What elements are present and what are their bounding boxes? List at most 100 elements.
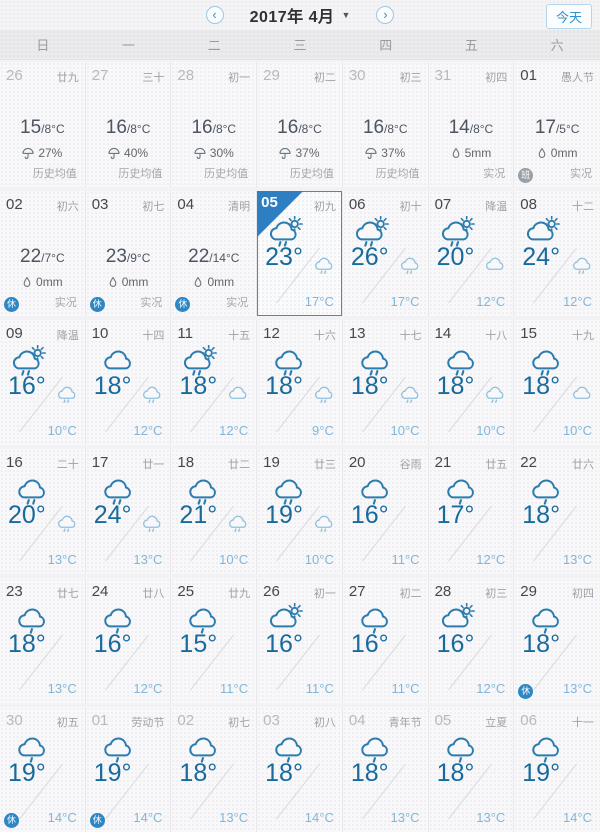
day-temp: 19°	[8, 759, 46, 787]
night-temp: 12°C	[219, 423, 249, 438]
next-month-button[interactable]: ›	[376, 6, 395, 24]
rain-icon	[103, 608, 131, 634]
calendar-cell[interactable]: 08 十二 24° 12°C	[514, 191, 600, 316]
lunar-label: 青年节	[388, 717, 422, 729]
calendar-cell[interactable]: 28 初三 16° 12°C	[428, 578, 515, 703]
calendar-cell[interactable]: 24 廿八 16° 12°C	[85, 578, 172, 703]
lunar-label: 十七	[399, 330, 422, 342]
calendar-cell[interactable]: 10 十四 18° 12°C	[85, 320, 172, 445]
calendar-cell[interactable]: 19 廿三 19° 10°C	[257, 449, 343, 574]
calendar-cell[interactable]: 01 劳动节 19° 14°C 休	[85, 707, 172, 832]
calendar-cell[interactable]: 11 十五 18° 12°C	[171, 320, 258, 445]
calendar-cell[interactable]: 20 谷雨 16° 11°C	[342, 449, 429, 574]
day-number: 19	[263, 454, 280, 471]
calendar-cell[interactable]: 02 初七 18° 13°C	[171, 707, 258, 832]
lunar-label: 廿八	[142, 588, 165, 600]
day-temp: 16°	[265, 630, 303, 658]
calendar-cell[interactable]: 29 初二 16/8°C 37% 历史均值	[257, 62, 343, 187]
calendar-cell[interactable]: 26 廿九 15/8°C 27% 历史均值	[0, 62, 86, 187]
umbrella-icon	[365, 147, 377, 159]
calendar-cell[interactable]: 06 十一 19° 14°C	[514, 707, 600, 832]
day-temp: 16°	[93, 630, 132, 658]
calendar-cell[interactable]: 12 十六 18° 9°C	[257, 320, 343, 445]
high-temp: 23	[105, 246, 127, 267]
calendar-cell[interactable]: 18 廿二 21° 10°C	[171, 449, 258, 574]
calendar-cell[interactable]: 04 青年节 18° 13°C	[342, 707, 429, 832]
night-temp: 11°C	[391, 681, 420, 696]
low-temp: /8°C	[126, 122, 151, 136]
month-year-selector[interactable]: 2017年 4月 ▼	[250, 3, 351, 27]
calendar-cell[interactable]: 02 初六 22/7°C 0mm 实况 休	[0, 191, 86, 316]
precip-info: 40%	[86, 146, 171, 160]
calendar-cell[interactable]: 17 廿一 24° 13°C	[85, 449, 172, 574]
lunar-label: 廿七	[56, 588, 79, 600]
lunar-label: 初八	[313, 717, 336, 729]
calendar-cell[interactable]: 31 初四 14/8°C 5mm 实况	[428, 62, 515, 187]
cloud-icon	[103, 350, 131, 370]
calendar-cell[interactable]: 04 清明 22/14°C 0mm 实况 休	[171, 191, 258, 316]
calendar-cell[interactable]: 03 初七 23/9°C 0mm 实况 休	[85, 191, 172, 316]
calendar-cell[interactable]: 28 初一 16/8°C 30% 历史均值	[171, 62, 258, 187]
calendar-cell[interactable]: 16 二十 20° 13°C	[0, 449, 86, 574]
cloud-rain-icon	[275, 479, 303, 505]
raindrop-icon	[195, 276, 202, 287]
lunar-label: 廿九	[228, 588, 251, 600]
day-number: 25	[177, 583, 195, 600]
lunar-label: 十二	[572, 201, 594, 213]
day-number: 12	[263, 325, 280, 342]
calendar-cell[interactable]: 26 初一 16° 11°C	[257, 578, 343, 703]
umbrella-icon	[22, 147, 34, 159]
night-temp: 11°C	[220, 681, 249, 696]
night-temp: 13°C	[133, 552, 163, 567]
lunar-label: 初一	[228, 72, 251, 84]
sun-cloud-icon	[270, 603, 304, 628]
night-temp: 12°C	[133, 681, 163, 696]
calendar-cell[interactable]: 30 初三 16/8°C 37% 历史均值	[342, 62, 429, 187]
calendar-cell[interactable]: 15 十九 18° 10°C	[514, 320, 600, 445]
calendar-cell[interactable]: 14 十八 18° 10°C	[428, 320, 515, 445]
day-temp: 18°	[350, 759, 389, 787]
day-temp: 24°	[522, 243, 561, 271]
calendar-cell[interactable]: 05 初九 23° 17°C	[257, 191, 343, 316]
day-temp: 26°	[350, 243, 389, 271]
calendar-cell[interactable]: 01 愚人节 17/5°C 0mm 实况 班	[514, 62, 600, 187]
calendar-cell[interactable]: 09 降温 16° 10°C	[0, 320, 86, 445]
day-temp: 18°	[522, 501, 561, 529]
precip-info: 27%	[0, 146, 85, 160]
calendar-cell[interactable]: 27 初二 16° 11°C	[342, 578, 429, 703]
day-temp: 18°	[350, 372, 389, 400]
calendar-cell[interactable]: 05 立夏 18° 13°C	[428, 707, 515, 832]
day-number: 29	[520, 583, 537, 600]
cloud-rain-icon	[400, 257, 418, 275]
weekday-label: 一	[122, 38, 136, 53]
calendar-cell[interactable]: 22 廿六 18° 13°C	[514, 449, 600, 574]
night-temp: 14°C	[304, 810, 334, 825]
night-temp: 10°C	[390, 423, 420, 438]
today-button[interactable]: 今天	[545, 4, 592, 29]
night-temp: 13°C	[390, 810, 420, 825]
calendar-cell[interactable]: 13 十七 18° 10°C	[342, 320, 429, 445]
calendar-cell[interactable]: 27 三十 16/8°C 40% 历史均值	[85, 62, 172, 187]
holiday-rest-badge: 休	[518, 684, 534, 699]
prev-month-button[interactable]: ‹	[205, 6, 224, 24]
calendar-cell[interactable]: 30 初五 19° 14°C 休	[0, 707, 86, 832]
lunar-label: 初七	[228, 717, 251, 729]
cloud-rain-icon	[314, 386, 333, 404]
night-temp: 10°C	[304, 552, 334, 567]
calendar-cell[interactable]: 07 降温 20° 12°C	[428, 191, 515, 316]
calendar-cell[interactable]: 03 初八 18° 14°C	[257, 707, 343, 832]
cloud-rain-icon	[103, 479, 131, 505]
calendar-cell[interactable]: 21 廿五 17° 12°C	[428, 449, 515, 574]
calendar-cell[interactable]: 23 廿七 18° 13°C	[0, 578, 86, 703]
night-temp: 12°C	[476, 294, 506, 309]
cloud-rain-icon	[57, 386, 76, 404]
lunar-label: 初四	[485, 72, 508, 84]
calendar-cell[interactable]: 25 廿九 15° 11°C	[171, 578, 258, 703]
calendar-cell[interactable]: 29 初四 18° 13°C 休	[514, 578, 600, 703]
lunar-label: 廿三	[313, 459, 336, 471]
precip-value: 0mm	[121, 275, 149, 289]
lunar-label: 二十	[56, 459, 79, 471]
day-number: 20	[348, 454, 366, 471]
calendar-cell[interactable]: 06 初十 26° 17°C	[342, 191, 429, 316]
lunar-label: 初五	[56, 717, 79, 729]
